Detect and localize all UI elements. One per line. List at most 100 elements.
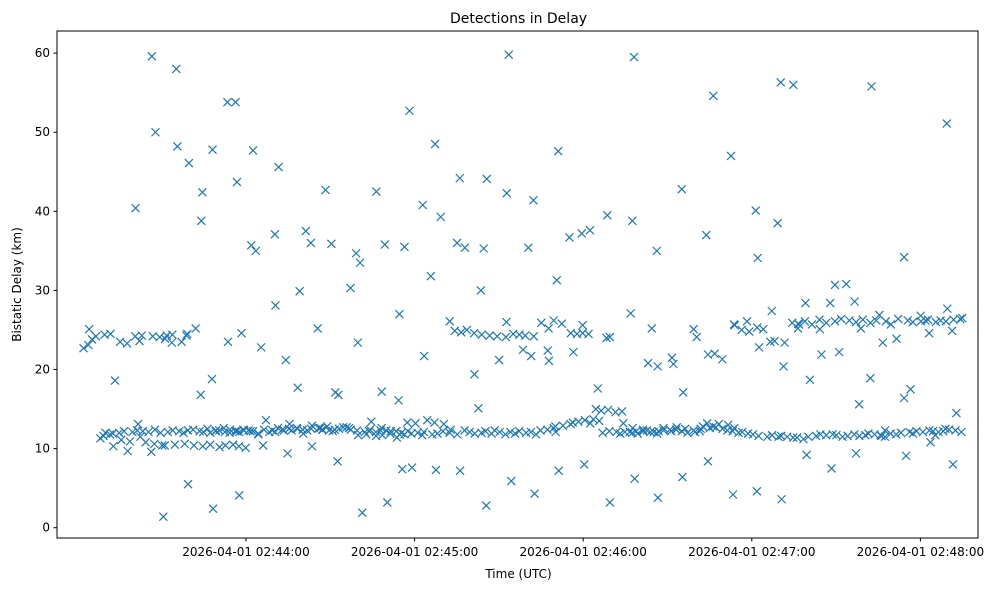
data-point bbox=[436, 212, 446, 222]
data-point bbox=[643, 358, 653, 368]
data-point bbox=[860, 430, 870, 440]
data-point bbox=[645, 427, 655, 437]
data-point bbox=[568, 347, 578, 357]
data-point bbox=[110, 376, 120, 386]
data-point bbox=[400, 242, 409, 252]
data-point bbox=[84, 324, 94, 334]
data-point bbox=[850, 297, 860, 306]
data-point bbox=[182, 329, 192, 339]
data-point bbox=[480, 426, 490, 436]
data-point bbox=[445, 316, 455, 326]
data-point bbox=[171, 64, 181, 74]
data-point bbox=[333, 456, 343, 466]
data-point bbox=[728, 490, 738, 499]
data-point bbox=[177, 337, 187, 347]
data-point bbox=[114, 428, 124, 438]
data-point bbox=[906, 384, 915, 394]
data-point bbox=[259, 425, 269, 435]
data-point bbox=[544, 356, 554, 366]
data-point bbox=[450, 326, 460, 336]
data-point bbox=[878, 338, 888, 348]
data-point bbox=[422, 415, 432, 425]
data-point bbox=[908, 317, 918, 327]
data-point bbox=[439, 419, 449, 429]
data-point bbox=[554, 466, 564, 476]
data-point bbox=[133, 419, 143, 429]
data-point bbox=[618, 418, 628, 428]
data-point bbox=[948, 460, 958, 469]
data-point bbox=[395, 429, 405, 439]
data-point bbox=[183, 479, 193, 489]
data-point bbox=[551, 427, 561, 437]
data-point bbox=[717, 354, 727, 364]
data-point bbox=[382, 497, 392, 507]
data-point bbox=[924, 426, 934, 435]
data-point bbox=[815, 324, 825, 334]
data-point bbox=[495, 427, 505, 437]
data-point bbox=[287, 426, 296, 435]
data-point bbox=[841, 279, 851, 289]
data-point bbox=[214, 426, 224, 435]
data-point bbox=[695, 426, 705, 436]
data-point bbox=[506, 476, 516, 486]
data-point bbox=[729, 320, 739, 329]
data-point bbox=[767, 306, 777, 316]
data-points bbox=[79, 50, 967, 522]
data-point bbox=[626, 308, 636, 318]
data-point bbox=[353, 430, 363, 440]
data-point bbox=[918, 427, 928, 437]
data-point bbox=[283, 448, 292, 458]
data-point bbox=[261, 415, 271, 425]
data-point bbox=[803, 432, 813, 442]
data-point bbox=[160, 334, 170, 344]
data-point bbox=[892, 334, 901, 344]
data-point bbox=[274, 162, 283, 172]
data-point bbox=[543, 346, 553, 355]
data-point bbox=[502, 317, 511, 327]
data-point bbox=[184, 158, 194, 168]
data-point bbox=[228, 440, 238, 450]
data-point bbox=[203, 424, 212, 434]
data-point bbox=[151, 127, 160, 137]
data-point bbox=[237, 328, 246, 338]
data-point bbox=[585, 225, 595, 235]
data-point bbox=[105, 429, 115, 439]
data-point bbox=[232, 177, 242, 187]
data-point bbox=[241, 443, 251, 453]
data-point bbox=[476, 286, 486, 295]
data-point bbox=[215, 442, 224, 452]
data-point bbox=[330, 425, 340, 435]
data-point bbox=[191, 323, 201, 333]
data-point bbox=[106, 329, 115, 339]
data-point bbox=[788, 433, 798, 442]
data-point bbox=[530, 489, 539, 499]
data-point bbox=[931, 317, 941, 327]
data-point bbox=[205, 428, 215, 438]
data-point bbox=[701, 230, 711, 240]
data-point bbox=[777, 494, 787, 504]
data-point bbox=[452, 238, 462, 248]
data-point bbox=[455, 173, 465, 183]
data-point bbox=[188, 425, 198, 435]
data-point bbox=[652, 429, 662, 439]
data-point bbox=[602, 333, 611, 343]
data-point bbox=[167, 330, 177, 340]
data-point bbox=[148, 331, 158, 341]
y-tick-label: 60 bbox=[35, 46, 50, 60]
data-point bbox=[654, 426, 663, 436]
data-point bbox=[353, 338, 363, 348]
data-point bbox=[208, 504, 218, 514]
data-point bbox=[170, 440, 180, 450]
data-point bbox=[246, 426, 255, 436]
data-point bbox=[874, 310, 884, 320]
data-point bbox=[836, 314, 846, 324]
data-point bbox=[955, 314, 965, 324]
data-point bbox=[549, 316, 559, 325]
data-point bbox=[205, 440, 215, 450]
data-point bbox=[482, 174, 492, 184]
data-point bbox=[79, 343, 88, 353]
data-point bbox=[460, 243, 470, 253]
data-point bbox=[504, 50, 514, 60]
data-point bbox=[578, 320, 588, 330]
